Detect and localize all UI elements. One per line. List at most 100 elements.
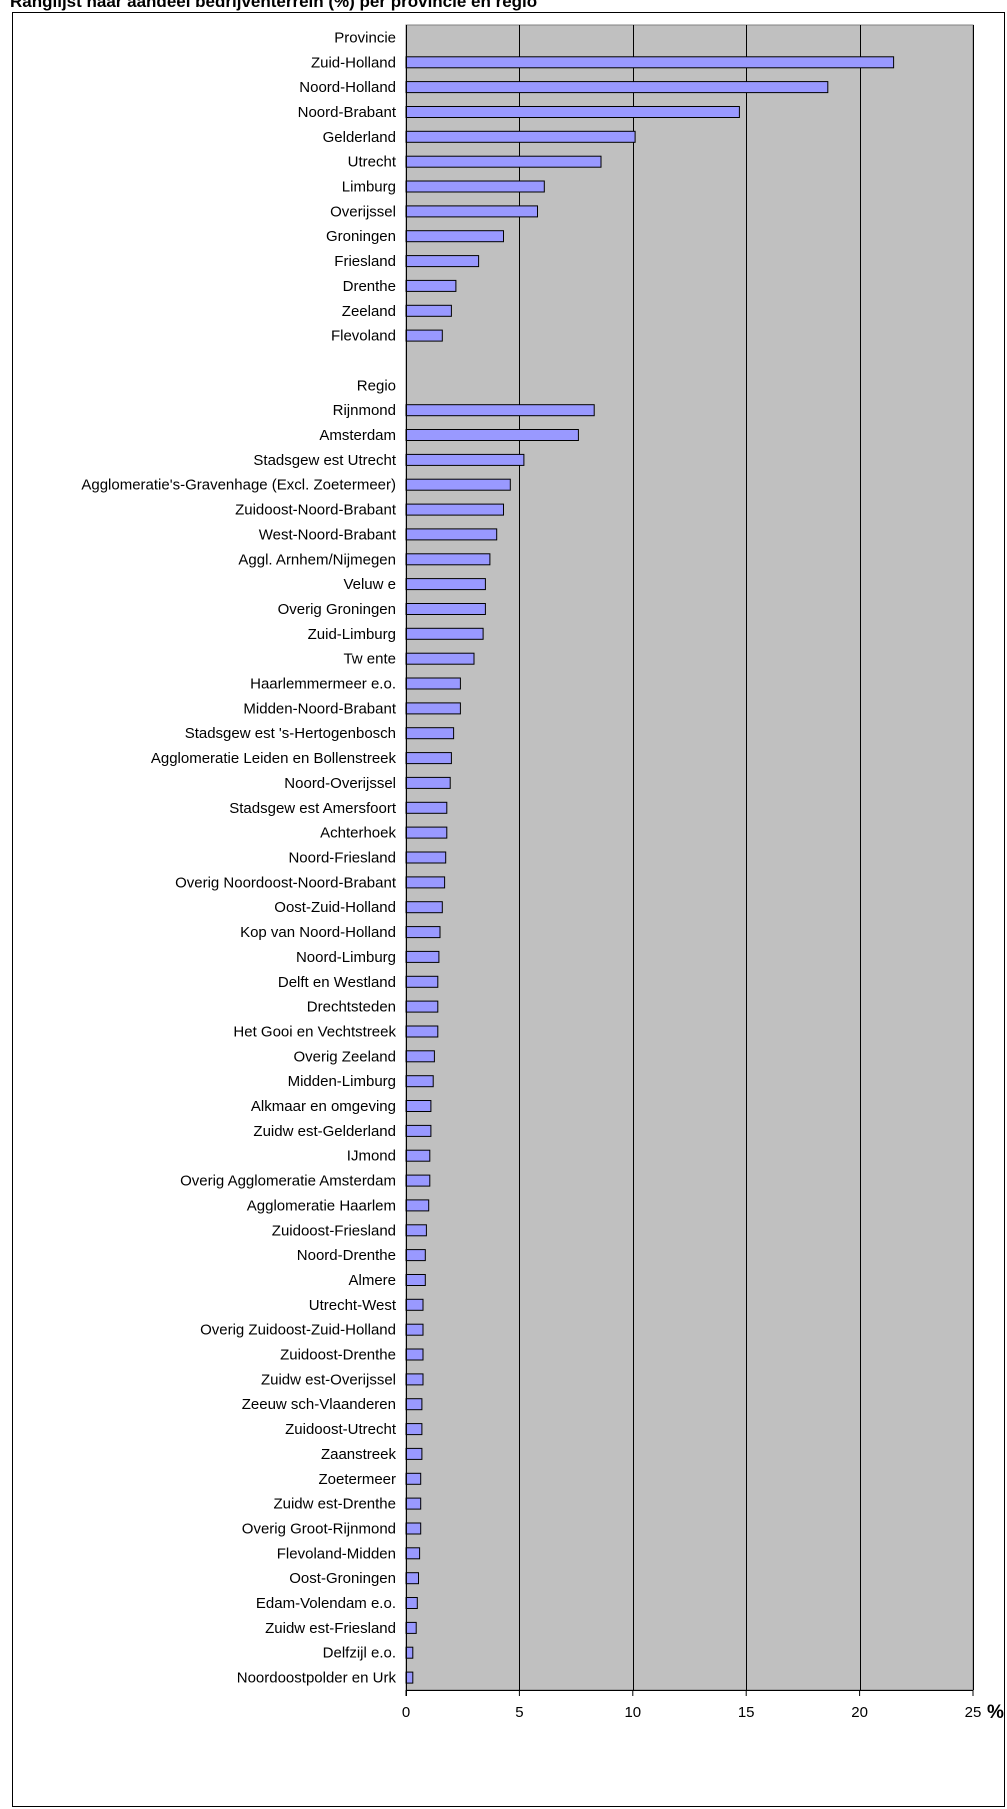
bar [405,851,447,864]
bar [405,205,538,218]
category-label: Kop van Noord-Holland [240,924,396,941]
category-label: Zeeland [342,303,396,320]
category-label: Almere [348,1272,396,1289]
bar [405,1572,419,1585]
category-label: Agglomeratie Leiden en Bollenstreek [151,750,397,767]
category-label: Zuidw est-Gelderland [253,1123,396,1140]
bar [405,1373,424,1386]
category-label: Limburg [342,179,396,196]
plot-area [405,24,974,1691]
category-label: Noordoostpolder en Urk [237,1670,397,1687]
bar [405,106,740,118]
category-label: Zuid-Limburg [308,626,396,643]
category-label: Overijssel [330,203,396,220]
category-label: Drenthe [343,278,396,295]
bar [405,1522,422,1535]
bar [405,677,461,690]
category-label: Delfzijl e.o. [323,1645,396,1662]
bar [405,603,486,615]
bar [405,1274,426,1286]
category-label: Utrecht [348,154,397,171]
category-label: Overig Groningen [278,601,396,618]
category-label: Zuidoost-Drenthe [280,1347,396,1364]
bar [405,1447,423,1460]
category-label: Gelderland [323,129,396,146]
category-label: Tw ente [343,651,396,668]
category-label: Groningen [326,228,396,245]
bar [405,1497,422,1510]
bar [405,1348,424,1361]
category-label: Alkmaar en omgeving [251,1098,396,1115]
bar [405,975,439,988]
bar [405,279,457,292]
category-label: Drechtsteden [307,999,396,1016]
x-tick-label: 15 [738,1704,755,1721]
bar [405,180,545,193]
category-label: IJmond [347,1148,396,1165]
category-label: Delft en Westland [278,974,396,991]
chart-frame: Provincie Zuid-Holland Noord-Holland Noord-… [12,12,1005,1807]
category-label: Flevoland [331,328,396,345]
bar [405,826,448,839]
category-labels: Provincie Zuid-Holland Noord-Holland Noord-… [81,29,396,1686]
category-label: Overig Zuidoost-Zuid-Holland [200,1322,396,1339]
bar [405,901,443,914]
x-tick-label: 20 [851,1704,868,1721]
bar [405,329,443,342]
bar [405,1224,427,1237]
bar [405,1621,417,1634]
category-label: Utrecht-West [309,1297,397,1314]
bar [405,304,452,317]
bar [405,1423,423,1436]
category-label: Noord-Drenthe [297,1247,396,1264]
category-label: Stadsgew est Amersfoort [229,800,397,817]
bar [405,1050,435,1063]
category-label: Overig Zeeland [293,1048,396,1065]
bar [405,528,498,541]
category-label: Zuidw est-Friesland [265,1620,396,1637]
bar [405,1323,424,1336]
category-label: Zuidoost-Friesland [272,1222,396,1239]
bar [405,752,452,765]
bar [405,926,441,939]
bar [405,627,484,640]
category-label: Achterhoek [320,825,396,842]
gridlines [519,25,974,1690]
category-label: Regio [357,377,396,394]
category-label: Zuidoost-Noord-Brabant [235,502,397,519]
bar [405,553,491,566]
bar [405,1199,430,1212]
x-tick-label: 10 [624,1704,641,1721]
category-label: Amsterdam [319,427,396,444]
category-label: Friesland [334,253,396,270]
category-label: Noord-Limburg [296,949,396,966]
bar [405,578,486,591]
category-label: Zuidw est-Drenthe [273,1496,396,1513]
category-label: Zuid-Holland [311,54,396,71]
category-label: Provincie [334,29,396,46]
bar [405,453,525,466]
category-label: Zuidw est-Overijssel [261,1371,396,1388]
bar [405,1398,423,1411]
x-tick-label: 25 [965,1704,982,1721]
bar [405,130,636,143]
bar [405,727,455,740]
bar [405,255,480,268]
category-label: Oost-Groningen [289,1570,396,1587]
category-label: Aggl. Arnhem/Nijmegen [238,551,396,568]
x-tick-label: 0 [402,1704,410,1721]
chart-svg: Provincie Zuid-Holland Noord-Holland Noord-… [81,24,1004,1723]
bar [405,404,595,417]
category-label: Edam-Volendam e.o. [256,1595,396,1612]
chart-title: Ranglijst naar aandeel bedrijventerrein … [10,0,538,11]
bar [405,1124,432,1137]
bar [405,1100,432,1112]
bar [405,230,504,243]
x-tick-label: 5 [515,1704,523,1721]
bar [405,478,511,491]
category-label: Midden-Noord-Brabant [243,700,396,717]
category-label: Noord-Holland [299,79,396,96]
bar [405,1298,424,1311]
bar [405,503,504,516]
bar [405,1000,439,1013]
